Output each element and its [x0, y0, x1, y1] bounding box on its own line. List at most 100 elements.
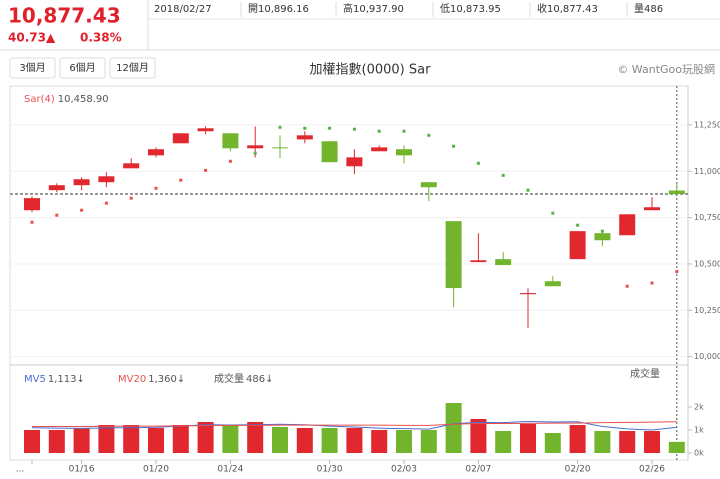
candle-body: [396, 149, 412, 156]
change-pct: 0.38%: [80, 31, 122, 45]
candle-body: [24, 198, 40, 211]
sar-dot: [253, 151, 257, 155]
range-button-label[interactable]: 6個月: [69, 61, 95, 74]
range-button-label[interactable]: 12個月: [116, 61, 149, 74]
sar-dot: [228, 159, 232, 163]
sar-dot: [675, 270, 679, 274]
sar-dot: [55, 213, 59, 217]
sar-dot: [352, 127, 356, 131]
candle-body: [247, 145, 264, 149]
x-tick-label: 02/26: [639, 465, 665, 475]
sar-dot: [427, 133, 431, 137]
mv-line: [32, 421, 677, 428]
candle-body: [172, 133, 189, 144]
candle-body: [222, 133, 239, 149]
volume-value: 486↓: [246, 374, 273, 385]
candle-body: [98, 176, 115, 183]
sar-dot: [600, 229, 604, 233]
candle-body: [346, 157, 363, 167]
sar-dot: [154, 186, 158, 190]
candle-body: [520, 293, 536, 295]
sar-dot: [377, 129, 381, 133]
range-button[interactable]: 6個月: [59, 57, 106, 79]
volume-bar: [272, 427, 288, 453]
sar-dot: [625, 284, 629, 288]
header-item-label: 低: [440, 2, 450, 15]
x-tick-label: 01/30: [317, 465, 343, 475]
x-tick-label: 01/16: [69, 465, 95, 475]
y-tick-label: 11,000: [694, 167, 720, 176]
volume-bar: [247, 421, 264, 453]
header-item: 量486: [634, 3, 663, 15]
volume-bar: [346, 427, 363, 453]
header-item-value: 10,937.90: [353, 4, 404, 15]
mv5-name: MV5: [24, 374, 46, 385]
sar-dot: [303, 126, 307, 130]
y-tick-label: 10,000: [694, 352, 720, 361]
mv5-value: 1,113↓: [48, 374, 85, 385]
candle-body: [445, 221, 462, 289]
mv-line: [31, 420, 677, 431]
volume-bar: [296, 427, 313, 453]
plot-frame: [9, 85, 689, 461]
volume-tick-label: 2k: [694, 402, 704, 411]
sar-dot: [204, 168, 208, 172]
candle-body: [272, 147, 288, 149]
candle-body: [495, 259, 512, 266]
mv20-legend: MV20 1,360↓: [118, 374, 185, 385]
volume-bar: [197, 421, 214, 453]
volume-bar: [470, 419, 487, 453]
candle-body: [73, 179, 90, 186]
candle-body: [594, 233, 611, 241]
candle-body: [321, 141, 338, 163]
header-item-value: 10,873.95: [450, 4, 501, 15]
candle-body: [544, 281, 561, 287]
header-bg: [0, 0, 720, 50]
candle-body: [420, 182, 437, 188]
header-item: 低10,873.95: [440, 2, 501, 15]
x-tick-label: ...: [16, 465, 25, 475]
change: 40.73▲: [8, 31, 56, 45]
candle-body: [644, 207, 660, 211]
volume-bar: [222, 425, 239, 453]
range-button[interactable]: 3個月: [9, 57, 56, 79]
range-button-label[interactable]: 3個月: [19, 61, 45, 74]
volume-bar: [24, 429, 40, 453]
range-button-bg[interactable]: [9, 57, 56, 79]
volume-name: 成交量: [214, 372, 244, 385]
volume-bar: [445, 402, 462, 453]
volume-bar: [48, 429, 65, 453]
volume-bar: [321, 427, 338, 453]
sar-legend-name: Sar(4): [24, 94, 55, 105]
candle-body: [470, 260, 487, 263]
mv5-legend: MV5 1,113↓: [24, 374, 85, 385]
sar-dot: [278, 125, 282, 129]
header-item-label: 量: [634, 3, 644, 15]
range-button-bg[interactable]: [109, 57, 156, 79]
sar-dot: [402, 129, 406, 133]
header-item: 開10,896.16: [248, 3, 309, 15]
x-tick-label: 02/03: [391, 465, 417, 475]
sar-dot: [551, 211, 555, 215]
x-tick-label: 02/20: [565, 465, 591, 475]
y-tick-label: 11,250: [694, 120, 720, 129]
volume-bar: [172, 425, 189, 453]
header-item: 高10,937.90: [343, 2, 404, 15]
header-item-label: 開: [248, 3, 258, 15]
candle-body: [296, 135, 313, 140]
y-tick-label: 10,250: [694, 306, 720, 315]
header-item-value: 10,896.16: [258, 4, 309, 15]
mv20-value: 1,360↓: [148, 374, 185, 385]
date: 2018/02/27: [154, 4, 212, 15]
watermark: © WantGoo玩股網: [617, 62, 715, 76]
candle-body: [619, 214, 636, 236]
volume-bar: [619, 430, 636, 453]
range-button[interactable]: 12個月: [109, 57, 156, 79]
candle-body: [123, 163, 140, 169]
candle-body: [668, 190, 685, 194]
range-button-bg[interactable]: [59, 57, 106, 79]
sar-dot: [650, 281, 654, 285]
x-tick-label: 02/07: [465, 465, 491, 475]
y-tick-label: 10,500: [694, 259, 720, 268]
